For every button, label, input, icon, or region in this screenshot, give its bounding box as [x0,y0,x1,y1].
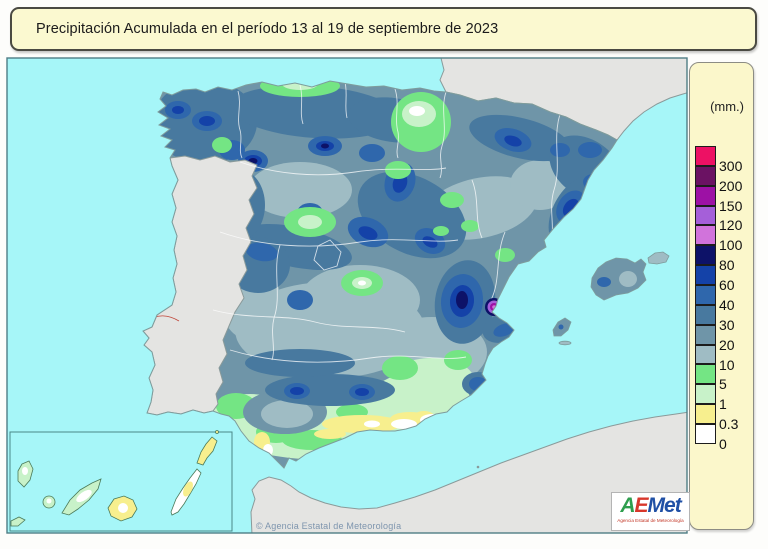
balearic-islands [552,251,670,346]
logo-letter: E [634,494,648,517]
legend-tick-label: 120 [719,217,743,234]
legend-swatch [695,265,716,286]
legend-tick-label: 300 [719,157,743,174]
logo-letter: e [664,494,676,517]
legend-swatch [695,165,716,186]
legend-tick-label: 1 [719,396,727,413]
legend-tick-label: 5 [719,376,727,393]
legend-tick-label: 100 [719,237,743,254]
legend-swatch [695,304,716,325]
legend-swatch [695,324,716,345]
legend-scale [695,146,716,444]
aemet-logo-brand: AEMet [612,494,689,518]
africa-land [250,411,687,533]
legend-swatch [695,424,716,444]
canary-inset [9,430,233,532]
logo-letter: M [647,494,665,517]
legend-swatch [695,384,716,405]
map-frame [6,57,688,534]
legend-tick-label: 0 [719,436,727,453]
legend-tick-label: 20 [719,336,735,353]
legend-tick-label: 30 [719,316,735,333]
logo-letter: t [674,494,682,517]
legend-swatch [695,245,716,266]
legend-unit-label: (mm.) [710,99,744,114]
legend-swatch [695,364,716,385]
legend-swatch [695,205,716,226]
legend-tick-label: 200 [719,177,743,194]
province-borders [212,81,561,363]
legend-tick-label: 150 [719,197,743,214]
page-title: Precipitación Acumulada en el período 13… [36,21,499,37]
legend-tick-label: 10 [719,356,735,373]
legend-swatch [695,404,716,425]
legend-swatch [695,185,716,206]
aemet-logo: AEMet Agencia Estatal de Meteorología [611,492,690,531]
aemet-logo-subtitle: Agencia Estatal de Meteorología [617,518,684,524]
map-copyright: © Agencia Estatal de Meteorología [256,521,402,531]
logo-letter: A [620,494,635,517]
legend-tick-label: 40 [719,296,735,313]
legend-panel: (mm.) 300 200 150 120 100 80 60 40 30 20 10 5 1 0.3 0 [689,62,754,530]
legend-swatch [695,225,716,246]
legend-tick-label: 0.3 [719,416,739,433]
legend-tick-label: 80 [719,257,735,274]
legend-swatch [695,285,716,305]
iberia-group [142,80,618,469]
alboran-islet [476,465,480,469]
legend-swatch [695,146,716,166]
title-bar: Precipitación Acumulada en el período 13… [10,7,757,51]
legend-tick-label: 60 [719,277,735,294]
legend-swatch [695,344,716,365]
